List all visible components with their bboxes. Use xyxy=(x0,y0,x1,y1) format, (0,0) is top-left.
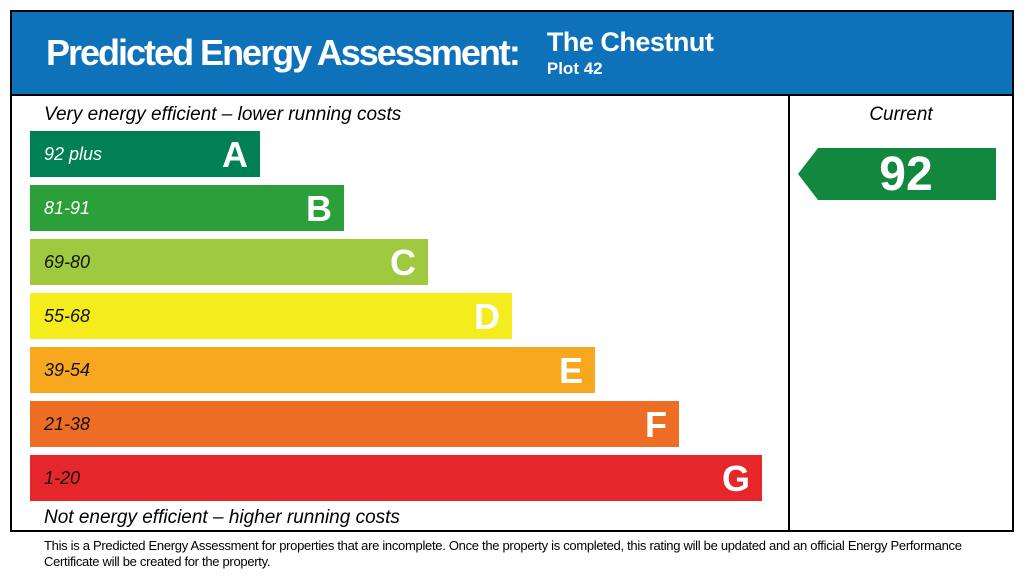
disclaimer-line-1: This is a Predicted Energy Assessment fo… xyxy=(44,538,962,553)
band-b-letter: B xyxy=(306,188,332,229)
band-b: 81-91 B xyxy=(30,185,344,231)
current-column-header: Current xyxy=(869,104,933,125)
band-b-range: 81-91 xyxy=(44,197,91,218)
band-f-letter: F xyxy=(645,404,667,445)
disclaimer-text: This is a Predicted Energy Assessment fo… xyxy=(44,538,962,570)
band-d: 55-68 D xyxy=(30,293,512,339)
current-rating-arrow: 92 xyxy=(798,148,996,200)
top-caption: Very energy efficient – lower running co… xyxy=(44,104,402,125)
band-a-range: 92 plus xyxy=(44,143,103,164)
band-d-range: 55-68 xyxy=(44,305,91,326)
band-d-letter: D xyxy=(474,296,500,337)
disclaimer-line-2: Certificate will be created for the prop… xyxy=(44,554,271,569)
band-c-letter: C xyxy=(390,242,416,283)
band-g-letter: G xyxy=(721,458,750,499)
band-chart-area: Very energy efficient – lower running co… xyxy=(12,96,790,530)
band-a-letter: A xyxy=(222,134,248,175)
band-a: 92 plus A xyxy=(30,131,260,177)
band-g-range: 1-20 xyxy=(44,467,81,488)
energy-rating-chart: Very energy efficient – lower running co… xyxy=(10,94,1014,532)
band-f-range: 21-38 xyxy=(44,413,91,434)
band-e: 39-54 E xyxy=(30,347,595,393)
header-banner: Predicted Energy Assessment: The Chestnu… xyxy=(10,10,1014,96)
band-g: 1-20 G xyxy=(30,455,762,501)
band-c: 69-80 C xyxy=(30,239,428,285)
property-plot: Plot 42 xyxy=(546,59,603,78)
rating-bands: 92 plus A 81-91 B 69-80 C 55-68 D 39-54 xyxy=(30,131,762,509)
band-c-range: 69-80 xyxy=(44,251,91,272)
band-e-letter: E xyxy=(558,350,583,391)
property-name: The Chestnut xyxy=(546,27,714,57)
band-f: 21-38 F xyxy=(30,401,679,447)
property-block: The Chestnut Plot 42 xyxy=(546,27,714,78)
bottom-caption: Not energy efficient – higher running co… xyxy=(44,507,400,528)
current-rating-column: Current 92 xyxy=(790,96,1012,530)
page-title: Predicted Energy Assessment: xyxy=(46,32,521,73)
band-e-range: 39-54 xyxy=(44,359,91,380)
